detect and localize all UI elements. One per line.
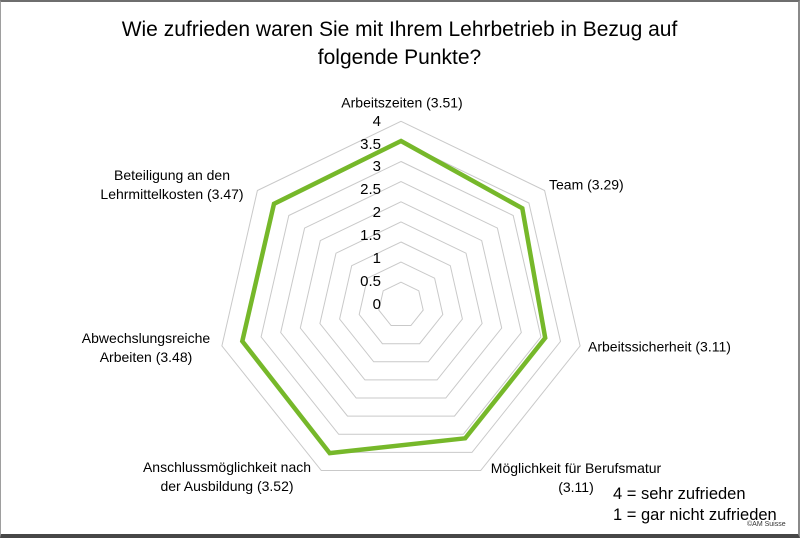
value-tick-label: 2.5 (360, 181, 381, 199)
value-tick-label: 4 (372, 112, 381, 130)
value-tick-label: 2 (372, 204, 381, 222)
axis-label-line: Anschlussmöglichkeit nach (142, 459, 312, 475)
axis-label-2: Team (3.29) (549, 176, 624, 195)
grid-ring (280, 181, 522, 417)
axis-label-line: Team (3.29) (549, 176, 624, 193)
axis-label-line: (3.11) (558, 479, 594, 495)
value-tick-label: 0 (372, 295, 381, 313)
axis-label-line: der Ausbildung (3.52) (160, 478, 294, 494)
axis-label-line: Arbeitszeiten (3.51) (341, 94, 463, 111)
grid-ring (319, 221, 483, 381)
axis-label-line: Abwechslungsreiche (81, 330, 211, 346)
grid-ring (358, 261, 444, 345)
scale-legend: 4 = sehr zufrieden 1 = gar nicht zufried… (613, 484, 777, 525)
axis-label-5: Anschlussmöglichkeit nach der Ausbildung … (143, 458, 311, 496)
axis-label-4: Möglichkeit für Berufsmatur (3.11) (491, 459, 661, 497)
grid-ring (221, 120, 581, 471)
axis-label-line: Arbeitssicherheit (3.11) (588, 338, 731, 355)
value-tick-label: 3 (372, 158, 381, 176)
grid-ring (378, 281, 424, 326)
axis-label-line: Beteiligung an den (114, 167, 230, 183)
legend-line-max: 4 = sehr zufrieden (613, 485, 746, 503)
grid-ring (260, 160, 542, 435)
value-tick-label: 1 (372, 249, 381, 267)
value-tick-label: 3.5 (360, 135, 381, 153)
copyright: ©AM Suisse (747, 521, 786, 528)
axis-label-6: Abwechslungsreiche Arbeiten (3.48) (82, 329, 210, 367)
chart-title: Wie zufrieden waren Sie mit Ihrem Lehrbe… (1, 16, 798, 72)
value-tick-label: 1.5 (360, 227, 381, 245)
axis-label-3: Arbeitssicherheit (3.11) (588, 338, 731, 357)
axis-label-1: Arbeitszeiten (3.51) (341, 94, 462, 113)
axis-label-line: Lehrmittelkosten (3.47) (100, 186, 244, 202)
axis-label-line: Möglichkeit für Berufsmatur (490, 460, 662, 476)
chart-title-line-2: folgende Punkte? (317, 46, 482, 69)
value-tick-label: 0.5 (360, 272, 381, 290)
chart-title-line-1: Wie zufrieden waren Sie mit Ihrem Lehrbe… (121, 18, 678, 41)
grid-ring (299, 201, 503, 399)
legend-line-min: 1 = gar nicht zufrieden (613, 505, 777, 524)
axis-label-line: Arbeiten (3.48) (99, 349, 193, 365)
grid-ring (339, 241, 463, 363)
axis-label-7: Beteiligung an den Lehrmittelkosten (3.47… (100, 166, 243, 204)
data-series-polygon (239, 138, 548, 456)
